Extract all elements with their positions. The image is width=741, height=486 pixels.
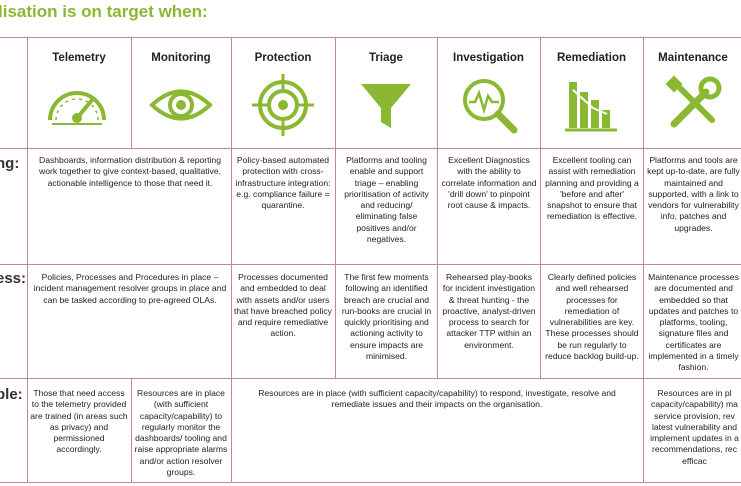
target-icon [250, 72, 316, 138]
divider-row3 [0, 378, 741, 379]
wrench-screwdriver-icon [660, 72, 726, 138]
column-divider [131, 378, 132, 483]
column-divider [131, 37, 132, 148]
cell-process-telemetry-monitoring: Policies, Processes and Procedures in pl… [33, 272, 227, 305]
cell-people-maintenance: Resources are in pl capacity/capability)… [650, 388, 739, 466]
column-header-triage: Triage [369, 52, 403, 64]
eye-icon [148, 72, 214, 138]
magnifier-waveform-icon [456, 72, 522, 138]
column-header-protection: Protection [254, 52, 312, 64]
page-title: lisation is on target when: [0, 2, 208, 21]
cell-process-remediation: Clearly defined policies and well rehear… [545, 272, 639, 362]
cell-people-telemetry: Those that need access to the telemetry … [30, 388, 128, 455]
column-header-investigation: Investigation [453, 52, 524, 64]
cell-process-maintenance: Maintenance processes are documented and… [648, 272, 739, 373]
column-header-monitoring: Monitoring [151, 52, 211, 64]
cell-process-triage: The first few moments following an ident… [341, 272, 432, 362]
speedometer-icon [44, 72, 110, 138]
cell-technology-investigation: Excellent Diagnostics with the ability t… [441, 155, 537, 211]
funnel-icon [353, 72, 419, 138]
cell-technology-maintenance: Platforms and tools are kept up-to-date,… [647, 155, 740, 233]
row-label-people: ple: [0, 386, 23, 403]
column-header-maintenance: Maintenance [658, 52, 728, 64]
column-divider [231, 37, 232, 483]
cell-process-investigation: Rehearsed play-books for incident invest… [442, 272, 536, 350]
cell-people-protection-to-remediation: Resources are in place (with sufficient … [258, 388, 616, 410]
column-header-remediation: Remediation [556, 52, 626, 64]
divider-bottom [0, 482, 741, 483]
cell-technology-protection: Policy-based automated protection with c… [235, 155, 331, 211]
cell-technology-remediation: Excellent tooling can assist with remedi… [545, 155, 639, 222]
cell-technology-triage: Platforms and tooling enable and support… [344, 155, 429, 245]
column-header-telemetry: Telemetry [52, 52, 106, 64]
cell-people-monitoring: Resources are in place (with sufficient … [134, 388, 228, 478]
row-label-technology: ng: [0, 155, 20, 172]
column-divider [540, 37, 541, 378]
divider-row1 [0, 148, 741, 149]
divider-row2 [0, 264, 741, 265]
column-divider [335, 37, 336, 378]
divider-top [0, 37, 741, 38]
cell-technology-telemetry-monitoring: Dashboards, information distribution & r… [38, 155, 221, 188]
row-label-process: ess: [0, 270, 27, 287]
column-divider [643, 37, 644, 483]
cell-process-protection: Processes documented and embedded to dea… [234, 272, 332, 339]
column-divider [437, 37, 438, 378]
bar-chart-icon [559, 72, 625, 138]
column-divider [27, 37, 28, 483]
